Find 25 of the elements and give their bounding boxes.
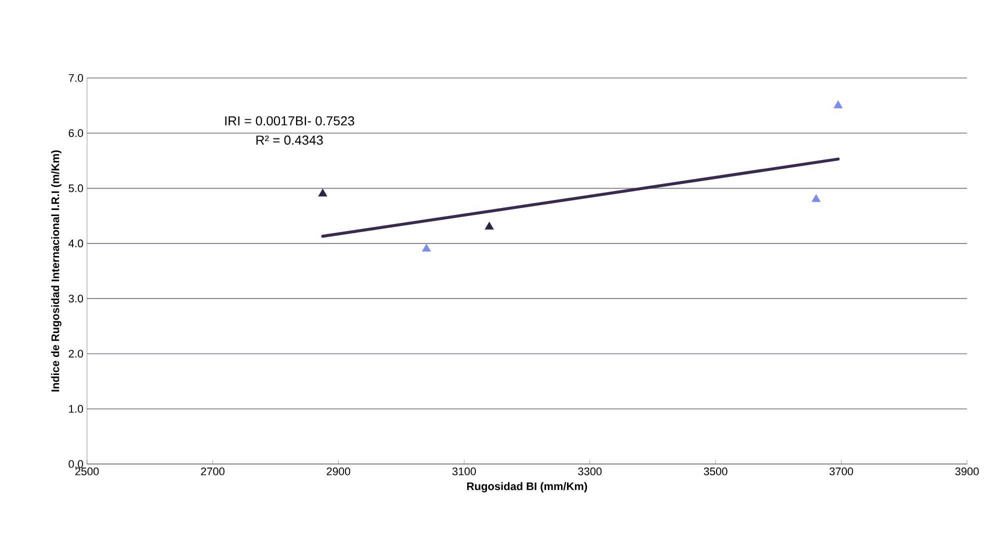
y-axis-title: Indice de Rugosidad Internacional I.R.I (m/Km) bbox=[51, 150, 62, 392]
point bbox=[834, 100, 843, 108]
y-tick-label: 2.0 bbox=[68, 350, 84, 358]
annotation: IRI = 0.0017BI- 0.7523 bbox=[225, 116, 354, 126]
y-tick-label: 0.0 bbox=[68, 460, 84, 468]
point bbox=[484, 222, 494, 230]
x-tick-label: 3100 bbox=[452, 468, 476, 476]
x-tick-label: 3900 bbox=[955, 468, 979, 476]
x-tick-label: 3300 bbox=[578, 468, 602, 476]
y-tick-label: 6.0 bbox=[68, 129, 84, 138]
y-tick-label: 5.0 bbox=[68, 184, 84, 192]
y-tick-label: 1.0 bbox=[69, 404, 84, 413]
x-tick-label: 2900 bbox=[326, 468, 350, 476]
point bbox=[812, 194, 821, 202]
y-tick-label: 7.0 bbox=[68, 74, 84, 82]
y-tick-label: 3.0 bbox=[68, 294, 84, 302]
x-tick-label: 2500 bbox=[75, 468, 99, 476]
x-tick-label: 3500 bbox=[704, 468, 728, 476]
x-tick-label: 2700 bbox=[201, 468, 224, 476]
point bbox=[422, 244, 431, 252]
x-axis-title: Rugosidad BI (mm/Km) bbox=[467, 482, 588, 492]
y-tick-label: 4.0 bbox=[68, 240, 84, 248]
annotation: R² = 0.4343 bbox=[256, 136, 323, 145]
point bbox=[318, 188, 328, 196]
x-tick-label: 3700 bbox=[830, 468, 854, 476]
